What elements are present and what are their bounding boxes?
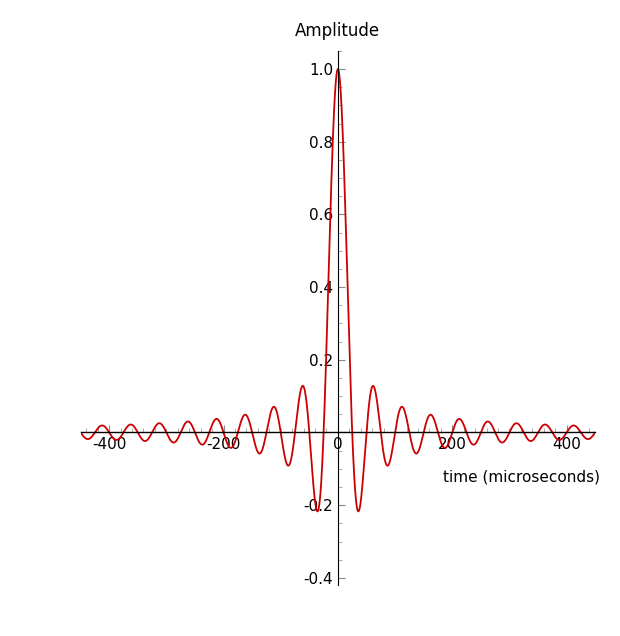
Text: Amplitude: Amplitude: [295, 22, 381, 40]
Text: time (microseconds): time (microseconds): [443, 470, 600, 485]
